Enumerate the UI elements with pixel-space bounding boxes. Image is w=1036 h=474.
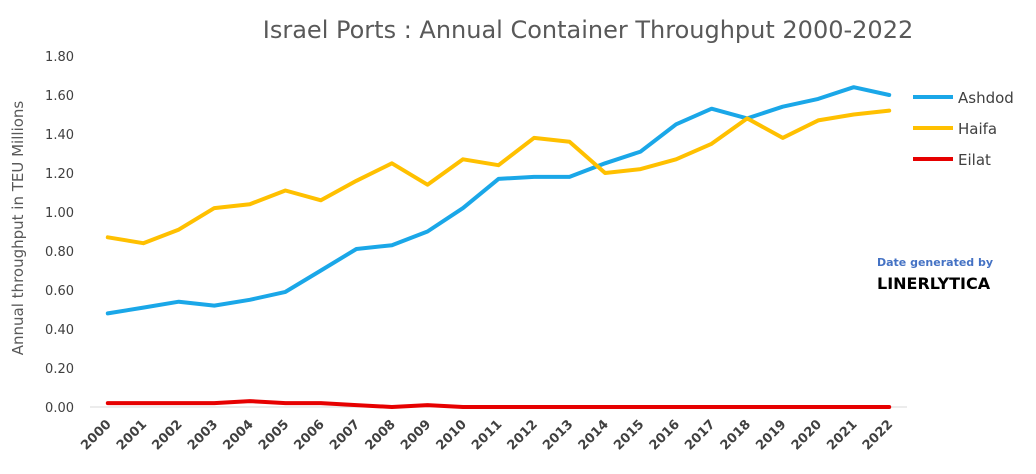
- x-tick-label: 2018: [718, 417, 754, 453]
- x-tick-label: 2006: [292, 417, 328, 453]
- x-tick-label: 2013: [540, 417, 576, 453]
- x-tick-label: 2003: [185, 417, 221, 453]
- y-tick-label: 1.60: [45, 89, 74, 104]
- y-tick-label: 1.40: [45, 128, 74, 143]
- x-tick-label: 2004: [220, 417, 256, 453]
- x-tick-label: 2001: [114, 417, 150, 453]
- x-tick-label: 2015: [611, 417, 647, 453]
- series-line-haifa: [105, 108, 892, 246]
- legend-label-ashdod: Ashdod: [958, 89, 1014, 107]
- x-tick-label: 2014: [576, 417, 612, 453]
- y-axis-ticks: 0.00 0.20 0.40 0.60 0.80 1.00 1.20 1.40 1.60 1.80: [45, 50, 74, 416]
- legend-label-eilat: Eilat: [958, 151, 991, 169]
- annotation-source-label: Date generated by: [877, 256, 993, 269]
- x-tick-label: 2000: [78, 417, 114, 453]
- x-tick-label: 2016: [647, 417, 683, 453]
- x-tick-label: 2022: [860, 417, 896, 453]
- y-tick-label: 1.80: [45, 50, 74, 65]
- y-tick-label: 0.60: [45, 284, 74, 299]
- y-tick-label: 1.00: [45, 206, 74, 221]
- series-lines: [105, 85, 892, 409]
- legend: Ashdod Haifa Eilat: [913, 89, 1014, 169]
- x-tick-label: 2021: [824, 417, 860, 453]
- x-axis-ticks: 2000 2001 2002 2003 2004 2005 2006 2007 2008 2009…: [78, 417, 896, 453]
- series-line-eilat: [105, 399, 892, 409]
- x-tick-label: 2012: [505, 417, 541, 453]
- x-tick-label: 2008: [363, 417, 399, 453]
- x-tick-label: 2010: [434, 417, 470, 453]
- y-tick-label: 1.20: [45, 167, 74, 182]
- series-line-ashdod: [105, 85, 892, 316]
- x-tick-label: 2005: [256, 417, 292, 453]
- x-tick-label: 2011: [469, 417, 505, 453]
- legend-label-haifa: Haifa: [958, 120, 997, 138]
- x-tick-label: 2009: [398, 417, 434, 453]
- y-tick-label: 0.20: [45, 362, 74, 377]
- y-tick-label: 0.00: [45, 401, 74, 416]
- chart-title: Israel Ports : Annual Container Throughp…: [263, 16, 913, 44]
- annotation-brand: LINERLYTICA: [877, 274, 991, 293]
- x-tick-label: 2020: [789, 417, 825, 453]
- x-tick-label: 2017: [682, 417, 718, 453]
- y-tick-label: 0.80: [45, 245, 74, 260]
- y-axis-label: Annual throughput in TEU Millions: [9, 101, 27, 356]
- x-tick-label: 2019: [753, 417, 789, 453]
- x-tick-label: 2002: [149, 417, 185, 453]
- x-tick-label: 2007: [327, 417, 363, 453]
- y-tick-label: 0.40: [45, 323, 74, 338]
